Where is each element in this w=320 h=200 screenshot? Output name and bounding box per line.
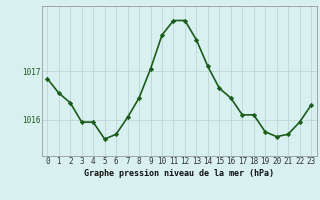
X-axis label: Graphe pression niveau de la mer (hPa): Graphe pression niveau de la mer (hPa)	[84, 169, 274, 178]
